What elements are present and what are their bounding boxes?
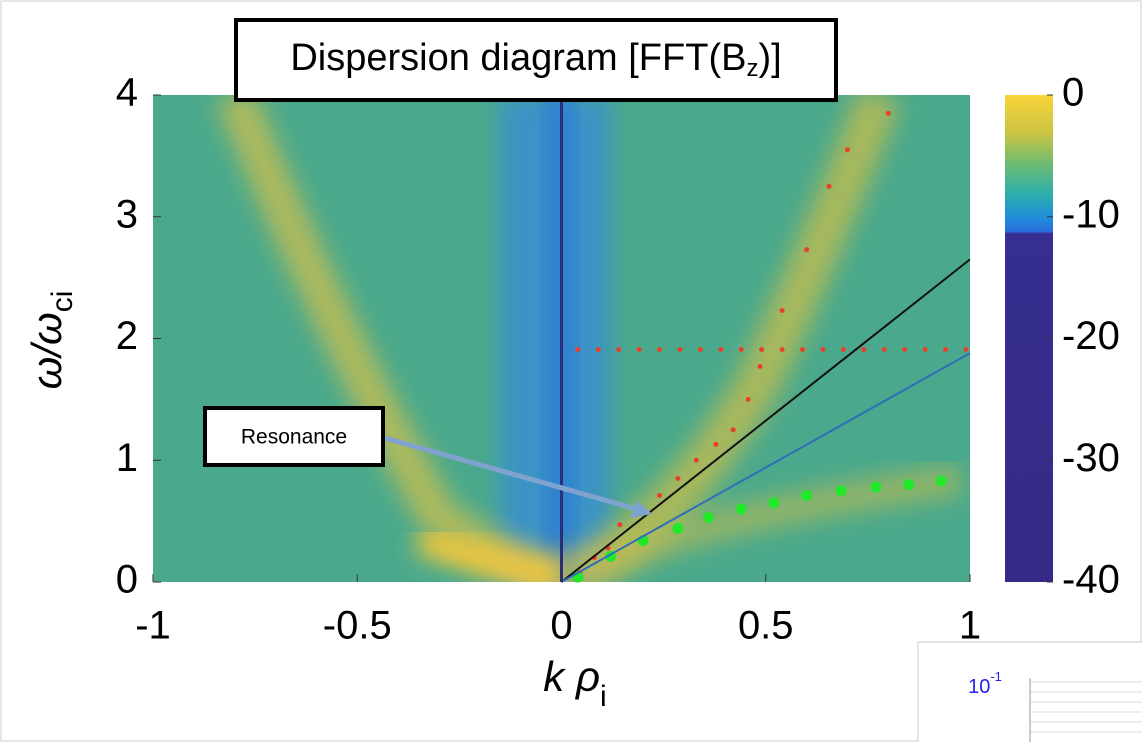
annotation: Resonance (241, 426, 347, 449)
point (616, 346, 622, 352)
point (800, 346, 806, 352)
point (844, 147, 850, 153)
point (922, 346, 928, 352)
point (840, 346, 846, 352)
point (617, 522, 623, 528)
x-tick-label: -0.5 (323, 604, 392, 648)
point (861, 346, 867, 352)
point (718, 346, 724, 352)
point (730, 427, 736, 433)
x-tick-label: 0.5 (738, 604, 794, 648)
colorbar-tick-label: 0 (1062, 71, 1084, 115)
y-tick-label: 1 (116, 436, 138, 480)
point (657, 346, 663, 352)
point (826, 183, 832, 189)
point (697, 346, 703, 352)
y-tick-label: 2 (116, 314, 138, 358)
point (575, 346, 581, 352)
title-box (234, 18, 838, 102)
x-tick-label: 0 (550, 604, 572, 648)
colorbar-tick-label: -20 (1062, 314, 1120, 358)
x-tick-label: 1 (959, 604, 981, 648)
point (735, 503, 747, 515)
point (804, 247, 810, 253)
annotation-box (203, 406, 385, 467)
point (903, 479, 915, 491)
point (672, 522, 684, 534)
point (703, 511, 715, 523)
point (820, 346, 826, 352)
inset-base: 10 (968, 676, 990, 698)
x-tick-label: -1 (135, 604, 171, 648)
point (902, 346, 908, 352)
point (757, 364, 763, 370)
point (779, 307, 785, 313)
point (779, 346, 785, 352)
colorbar-tick-label: -40 (1062, 558, 1120, 602)
line (561, 352, 971, 583)
point (677, 346, 683, 352)
heatmap-bright (415, 526, 564, 582)
y-tick-label: 4 (116, 71, 138, 115)
colorbar (1005, 95, 1053, 582)
chart-title: Dispersion diagram [FFT(Bz)] (290, 37, 781, 82)
point (759, 346, 765, 352)
x-label-main: k ρ (543, 653, 600, 700)
point (963, 346, 969, 352)
point (835, 485, 847, 497)
point (713, 441, 719, 447)
point (881, 346, 887, 352)
title-part: )] (758, 37, 781, 79)
point (885, 110, 891, 116)
point (657, 493, 663, 499)
colorbar-tick-label: -30 (1062, 436, 1120, 480)
annotation-arrow (384, 435, 641, 513)
inset-exp: -1 (990, 669, 1002, 684)
point (738, 346, 744, 352)
point (745, 396, 751, 402)
y-axis-label: ω/ωci (23, 291, 79, 390)
point (801, 490, 813, 502)
x-label-sub: i (600, 680, 607, 713)
annotation-arrowhead (630, 501, 652, 518)
point (942, 346, 948, 352)
point (595, 346, 601, 352)
title-sub: z (746, 55, 758, 82)
heatmap-right-branch (559, 95, 901, 582)
line (560, 258, 971, 583)
x-axis-label: k ρi (543, 653, 606, 713)
point (935, 475, 947, 487)
point (870, 481, 882, 493)
point (768, 497, 780, 509)
inset-lines (1029, 678, 1142, 742)
inset-label: 10-1 (968, 669, 1002, 698)
point (636, 346, 642, 352)
y-label-sub: ci (46, 291, 79, 313)
colorbar-tick-label: -10 (1062, 192, 1120, 236)
y-label-main: ω/ω (23, 312, 70, 389)
title-part: Dispersion diagram [FFT(B (290, 37, 746, 79)
point (693, 457, 699, 463)
point (675, 476, 681, 482)
y-tick-label: 0 (116, 558, 138, 602)
y-tick-label: 3 (116, 192, 138, 236)
